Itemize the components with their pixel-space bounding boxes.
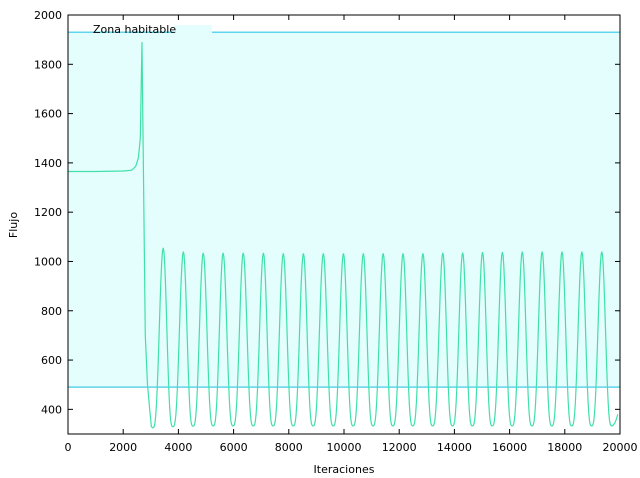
y-tick-label: 600 <box>41 354 62 367</box>
x-tick-label: 4000 <box>164 441 192 454</box>
y-axis-label: Flujo <box>7 212 20 238</box>
x-tick-label: 16000 <box>492 441 527 454</box>
legend: Zona habitable <box>93 23 212 36</box>
zone-band <box>68 32 620 388</box>
legend-label-zone: Zona habitable <box>93 23 176 36</box>
y-tick-label: 1000 <box>34 255 62 268</box>
y-tick-label: 800 <box>41 305 62 318</box>
y-tick-label: 1200 <box>34 206 62 219</box>
habitable-zone <box>68 31 620 388</box>
x-tick-label: 20000 <box>603 441 638 454</box>
x-tick-label: 14000 <box>437 441 472 454</box>
x-tick-label: 6000 <box>220 441 248 454</box>
y-tick-label: 400 <box>41 403 62 416</box>
series-line <box>68 42 619 429</box>
y-tick-label: 1400 <box>34 157 62 170</box>
legend-swatch-zone <box>174 25 212 34</box>
x-tick-label: 12000 <box>382 441 417 454</box>
y-tick-label: 1800 <box>34 58 62 71</box>
y-tick-label: 1600 <box>34 108 62 121</box>
flux-series <box>68 42 619 429</box>
x-tick-label: 0 <box>65 441 72 454</box>
x-tick-label: 10000 <box>327 441 362 454</box>
x-tick-label: 8000 <box>275 441 303 454</box>
y-tick-label: 2000 <box>34 9 62 22</box>
x-tick-label: 2000 <box>109 441 137 454</box>
axis-ticks: 0 2000 4000 6000 8000 10000 12000 14000 16000 180… <box>34 9 638 454</box>
x-tick-label: 18000 <box>547 441 582 454</box>
x-axis-label: Iteraciones <box>314 463 375 476</box>
